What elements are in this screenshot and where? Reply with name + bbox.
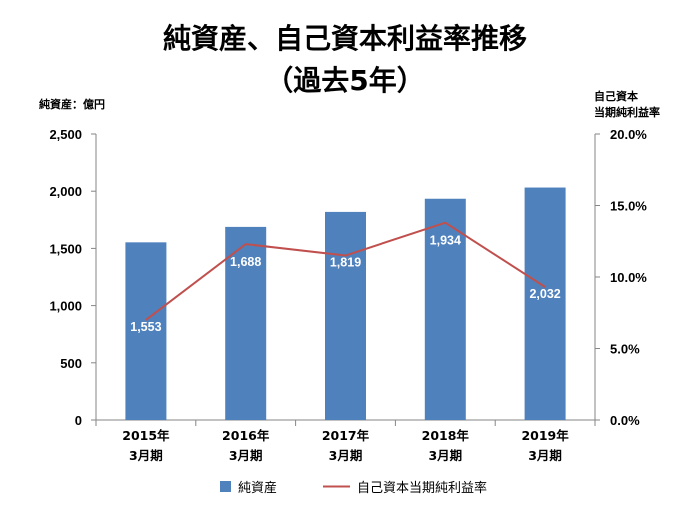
right-axis-title-line1: 自己資本 [594,89,638,103]
right-tick-label: 5.0% [610,342,640,357]
plot-area: 0 500 1,000 1,500 2,000 2,500 0.0% 5.0% 10.0% 15.… [49,127,647,463]
legend-swatch-bar [220,481,231,492]
left-tick-label: 0 [75,413,82,428]
x-tick-label: 3月期 [329,448,363,463]
chart-title-line1: 純資産、自己資本利益率推移 [163,22,527,55]
x-tick-label: 3月期 [428,448,462,463]
legend-label-line: 自己資本当期純利益率 [357,480,487,496]
x-tick-label: 2018年 [422,428,470,443]
right-tick-label: 10.0% [610,270,647,285]
x-tick-label: 3月期 [229,448,263,463]
x-tick-label: 2016年 [222,428,270,443]
bar [325,211,366,420]
legend-label-bar: 純資産 [238,480,277,496]
x-tick-label: 2015年 [122,428,170,443]
right-axis-title-line2: 当期純利益率 [594,105,660,119]
bar-data-label: 1,934 [430,234,461,248]
bar [225,226,267,420]
legend: 純資産 自己資本当期純利益率 [220,480,487,496]
left-tick-label: 2,000 [49,184,82,199]
right-tick-label: 20.0% [610,127,647,142]
x-tick-label: 2017年 [322,428,370,443]
x-tick-label: 3月期 [129,448,163,463]
x-tick-label: 3月期 [528,448,562,463]
left-axis-title: 純資産：億円 [39,97,105,111]
right-tick-label: 15.0% [610,199,647,214]
chart-title-line2: （過去5年） [265,64,424,97]
bar-data-label: 1,688 [230,255,261,269]
bar-data-label: 2,032 [529,287,560,301]
bar [424,198,466,420]
bar [125,242,167,420]
left-tick-label: 1,500 [49,241,82,256]
bar-data-label: 1,553 [130,320,161,334]
right-tick-label: 0.0% [610,413,640,428]
left-tick-label: 500 [60,356,82,371]
x-tick-label: 2019年 [521,428,569,443]
line-series [145,221,546,321]
left-tick-label: 2,500 [49,127,82,142]
bar-data-label: 1,819 [330,256,361,270]
bar [524,187,566,420]
left-tick-label: 1,000 [49,299,82,314]
